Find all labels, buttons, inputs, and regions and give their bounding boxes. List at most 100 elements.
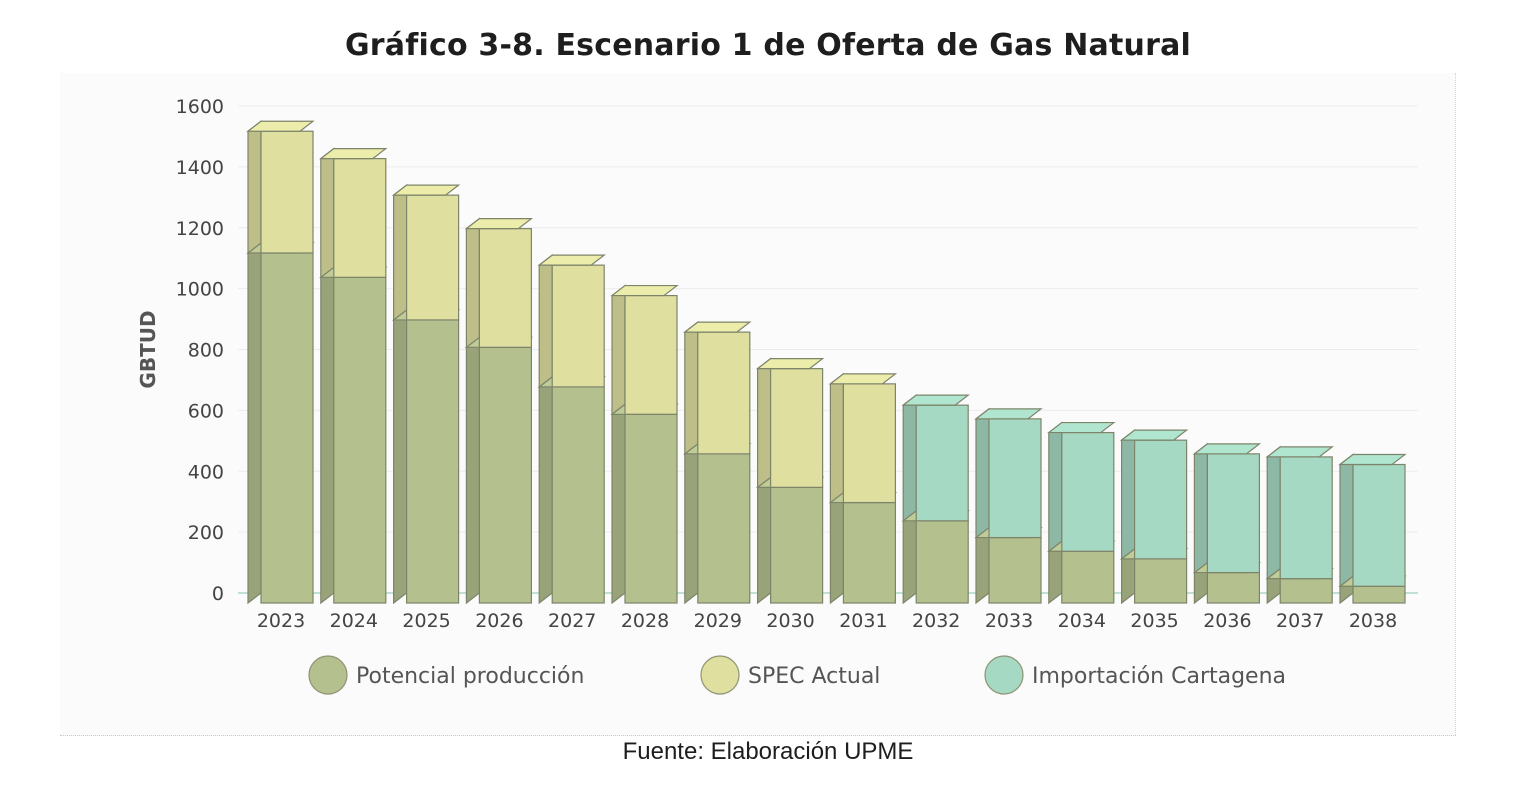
bar-side-potencial-producci-n xyxy=(902,509,917,605)
bar-top-face xyxy=(901,394,970,406)
y-tick-label: 200 xyxy=(188,522,224,544)
bar-side-spec-actual xyxy=(829,372,845,504)
bar-potencial-producci-n xyxy=(1206,571,1261,604)
bar-side-spec-actual xyxy=(320,147,335,279)
bar-side-potencial-producci-n xyxy=(247,241,262,605)
bar-spec-actual xyxy=(842,383,897,504)
bar-side-spec-actual xyxy=(684,320,699,456)
bar-side-potencial-producci-n xyxy=(465,336,480,605)
bar-spec-actual xyxy=(697,331,751,455)
x-tick-label: 2034 xyxy=(1058,610,1106,632)
bar-top-face xyxy=(1265,446,1334,458)
y-tick-label: 1200 xyxy=(176,218,224,240)
legend-marker xyxy=(700,655,740,695)
bar-spec-actual xyxy=(260,130,314,254)
bar-side-importaci-n-cartagena xyxy=(1048,421,1063,553)
bar-top-face xyxy=(1119,429,1189,441)
bar-spec-actual xyxy=(769,368,824,488)
legend-marker xyxy=(984,655,1024,695)
bar-side-potencial-producci-n xyxy=(611,403,626,605)
bar-side-spec-actual xyxy=(247,120,262,255)
bar-spec-actual xyxy=(333,158,387,278)
x-tick-label: 2031 xyxy=(839,610,887,632)
bar-side-importaci-n-cartagena xyxy=(902,393,917,523)
bar-top-face xyxy=(246,120,315,132)
bar-top-face xyxy=(1338,453,1407,466)
bar-top-face xyxy=(537,254,606,266)
x-tick-label: 2033 xyxy=(985,610,1033,632)
bar-potencial-producci-n xyxy=(697,453,751,604)
bar-side-potencial-producci-n xyxy=(829,491,845,605)
x-tick-label: 2035 xyxy=(1130,610,1178,632)
bar-top-face xyxy=(828,373,898,385)
bar-potencial-producci-n xyxy=(551,386,605,604)
bar-side-spec-actual xyxy=(393,183,408,322)
bar-top-face xyxy=(1192,443,1262,455)
bar-potencial-producci-n xyxy=(1061,550,1115,604)
bar-potencial-producci-n xyxy=(260,252,314,604)
source-note: Fuente: Elaboración UPME xyxy=(622,738,914,765)
bar-importaci-n-cartagena xyxy=(1061,431,1115,552)
bar-importaci-n-cartagena xyxy=(1279,456,1333,580)
bar-side-spec-actual xyxy=(538,253,553,389)
bar-potencial-producci-n xyxy=(478,346,532,604)
bar-importaci-n-cartagena xyxy=(1133,439,1188,560)
legend-label: Importación Cartagena xyxy=(1032,664,1286,689)
x-tick-label: 2037 xyxy=(1276,610,1324,632)
bar-potencial-producci-n xyxy=(988,536,1042,604)
legend-marker xyxy=(308,655,348,695)
x-tick-label: 2030 xyxy=(766,610,814,632)
y-tick-label: 1600 xyxy=(176,96,224,118)
bar-potencial-producci-n xyxy=(624,413,678,604)
x-tick-label: 2023 xyxy=(257,610,305,632)
bar-potencial-producci-n xyxy=(333,276,387,604)
bar-side-spec-actual xyxy=(756,357,772,489)
x-tick-label: 2027 xyxy=(548,610,596,632)
bar-top-face xyxy=(610,284,679,297)
bar-potencial-producci-n xyxy=(1352,585,1406,604)
bar-side-importaci-n-cartagena xyxy=(1266,445,1281,580)
y-axis-label: GBTUD xyxy=(136,310,160,388)
bar-side-spec-actual xyxy=(611,284,626,416)
x-tick-label: 2025 xyxy=(402,610,450,632)
bar-potencial-producci-n xyxy=(406,319,460,604)
y-tick-label: 800 xyxy=(188,340,224,362)
bar-importaci-n-cartagena xyxy=(988,418,1042,539)
bar-side-potencial-producci-n xyxy=(975,526,990,605)
chart-title: Gráfico 3-8. Escenario 1 de Oferta de Ga… xyxy=(344,28,1191,63)
bar-top-face xyxy=(319,148,388,160)
chart-area: 0 200 400 600 800 1000 1200 1400 1600 GBTUD 2023 20… xyxy=(60,73,1456,736)
bar-side-importaci-n-cartagena xyxy=(975,407,990,539)
bar-side-importaci-n-cartagena xyxy=(1339,453,1354,588)
bar-side-potencial-producci-n xyxy=(320,266,335,605)
y-tick-label: 600 xyxy=(188,400,224,422)
bar-potencial-producci-n xyxy=(1279,578,1333,604)
bar-potencial-producci-n xyxy=(769,486,824,604)
bar-top-face xyxy=(464,218,534,230)
x-tick-label: 2038 xyxy=(1349,610,1397,632)
bar-spec-actual xyxy=(551,264,605,388)
x-tick-label: 2036 xyxy=(1203,610,1251,632)
bar-side-importaci-n-cartagena xyxy=(1193,442,1209,574)
y-tick-label: 1400 xyxy=(176,157,224,179)
x-tick-label: 2029 xyxy=(694,610,742,632)
x-tick-label: 2032 xyxy=(912,610,960,632)
bar-side-importaci-n-cartagena xyxy=(1120,428,1136,561)
bar-top-face xyxy=(391,184,461,196)
y-tick-label: 400 xyxy=(188,461,224,483)
bar-top-face xyxy=(974,408,1043,420)
bar-top-face xyxy=(755,358,825,370)
x-tick-label: 2024 xyxy=(330,610,378,632)
bar-spec-actual xyxy=(624,294,678,415)
bar-side-potencial-producci-n xyxy=(393,308,408,605)
bar-potencial-producci-n xyxy=(1133,558,1188,604)
legend-label: SPEC Actual xyxy=(748,664,880,689)
bar-top-face xyxy=(683,321,752,333)
stacked-bar-chart: 0 200 400 600 800 1000 1200 1400 1600 GBTUD 2023 20… xyxy=(136,96,1418,695)
bar-side-spec-actual xyxy=(465,217,480,349)
bar-side-potencial-producci-n xyxy=(756,476,772,605)
bar-importaci-n-cartagena xyxy=(915,404,969,522)
bar-importaci-n-cartagena xyxy=(1352,463,1406,587)
y-tick-label: 0 xyxy=(212,583,224,605)
bar-side-potencial-producci-n xyxy=(538,375,553,605)
